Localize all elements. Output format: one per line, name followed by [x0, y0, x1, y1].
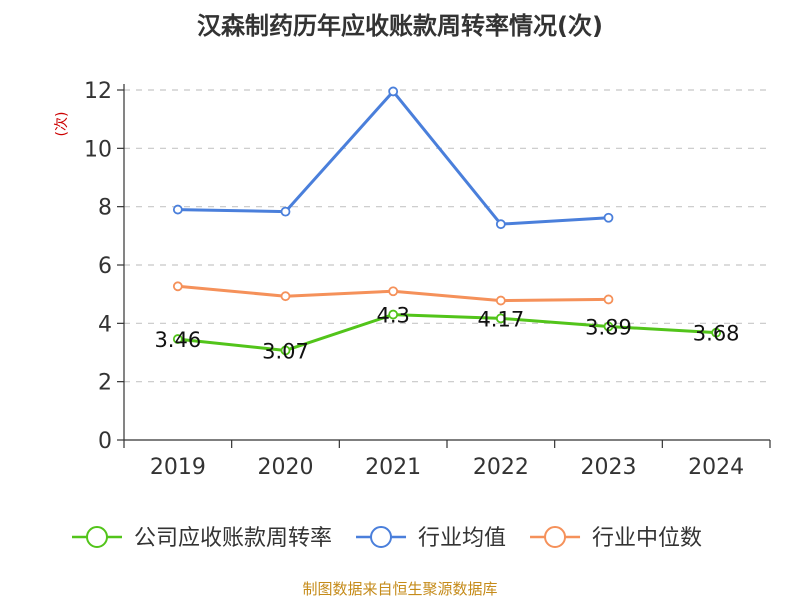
series-1-point-2022 — [495, 219, 506, 230]
series-0-point-2020 — [280, 345, 291, 356]
series-lines — [172, 86, 722, 356]
x-tick-label-2023: 2023 — [581, 455, 637, 480]
source-note: 制图数据来自恒生聚源数据库 — [302, 580, 497, 598]
data-label-2024: 3.68 — [693, 322, 740, 346]
legend-marker-1 — [370, 526, 393, 548]
y-tick-label-4: 4 — [98, 312, 112, 337]
series-2-point-2023 — [603, 294, 614, 305]
data-labels: 3.46 3.07 4.3 4.17 3.89 3.68 — [154, 304, 739, 364]
data-label-2019: 3.46 — [154, 328, 201, 352]
legend-label-2: 行业中位数 — [592, 526, 702, 551]
x-tick-label-2019: 2019 — [150, 455, 206, 480]
x-tick-label-2022: 2022 — [473, 455, 529, 480]
x-tick-label-2021: 2021 — [365, 455, 421, 480]
y-tick-label-0: 0 — [98, 429, 112, 454]
y-tick-label-2: 2 — [98, 371, 112, 396]
legend-label-1: 行业均值 — [418, 526, 506, 551]
series-0-point-2022 — [495, 313, 506, 324]
series-2-point-2019 — [172, 281, 183, 292]
x-tick-label-2020: 2020 — [258, 455, 314, 480]
series-2-point-2022 — [495, 295, 506, 306]
series-0-point-2021 — [388, 309, 399, 320]
y-tick-label-6: 6 — [98, 254, 112, 279]
data-label-2022: 4.17 — [477, 307, 524, 331]
data-label-2021: 4.3 — [376, 304, 409, 328]
axes: 0 2 4 6 8 10 12 2019 2020 2021 2022 2023 2024 — [84, 79, 771, 480]
series-line-0 — [176, 313, 718, 352]
legend-marker-0 — [86, 526, 108, 548]
series-0-point-2024 — [711, 327, 722, 338]
series-0-point-2023 — [603, 321, 614, 332]
chart-title: 汉森制药历年应收账款周转率情况(次) — [197, 12, 603, 40]
y-axis-unit-label: (次) — [54, 112, 70, 137]
legend-label-0: 公司应收账款周转率 — [134, 526, 332, 551]
data-label-2023: 3.89 — [585, 316, 632, 340]
legend: 公司应收账款周转率 行业均值 行业中位数 — [72, 526, 702, 551]
series-1-point-2021 — [388, 86, 399, 97]
grid-lines — [124, 89, 770, 383]
y-tick-label-10: 10 — [84, 137, 112, 162]
legend-marker-2 — [544, 526, 567, 548]
x-tick-label-2024: 2024 — [688, 455, 744, 480]
series-0-point-2019 — [172, 334, 183, 344]
series-1-point-2020 — [280, 206, 291, 217]
series-2-point-2020 — [280, 291, 291, 302]
y-tick-label-12: 12 — [84, 79, 112, 104]
series-line-1 — [176, 89, 610, 226]
data-label-2020: 3.07 — [262, 339, 309, 363]
series-1-point-2023 — [603, 212, 614, 223]
series-1-point-2019 — [172, 204, 183, 215]
series-2-point-2021 — [388, 286, 399, 297]
y-tick-label-8: 8 — [98, 196, 112, 221]
